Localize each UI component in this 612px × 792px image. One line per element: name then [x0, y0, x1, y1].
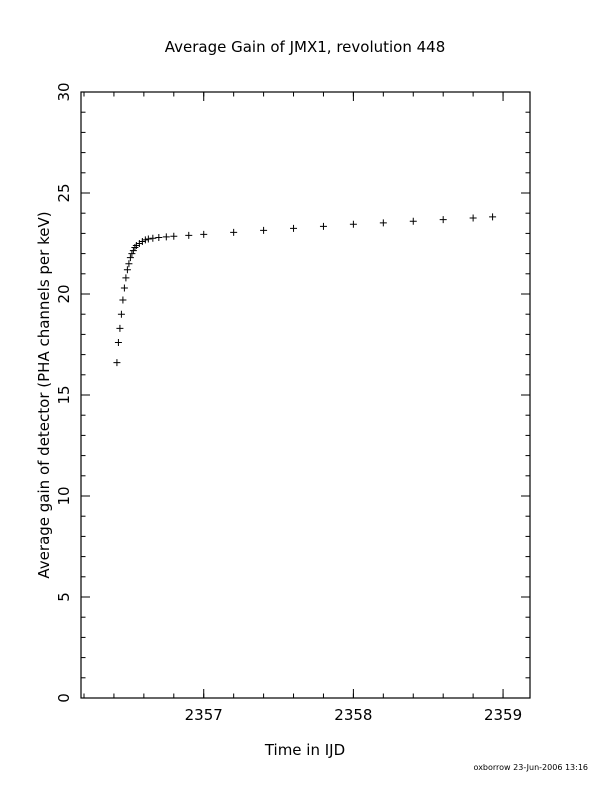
data-point [123, 266, 131, 274]
data-point [170, 232, 178, 240]
y-tick-label: 15 [55, 385, 73, 404]
footer-stamp: oxborrow 23-Jun-2006 13:16 [474, 763, 588, 772]
y-axis-label: Average gain of detector (PHA channels p… [35, 211, 53, 578]
plot-frame [80, 91, 531, 699]
data-point [120, 284, 128, 292]
y-tick-label: 20 [55, 284, 73, 303]
data-point [125, 260, 133, 268]
data-points [113, 213, 497, 367]
data-point [409, 217, 417, 225]
data-point [162, 233, 170, 241]
x-tick-label: 2359 [484, 706, 522, 724]
y-tick-label: 30 [55, 82, 73, 101]
x-tick-label: 2357 [185, 706, 223, 724]
data-point [230, 228, 238, 236]
data-point [138, 237, 146, 245]
data-point [200, 230, 208, 238]
data-point [149, 234, 157, 242]
chart-title: Average Gain of JMX1, revolution 448 [165, 38, 446, 56]
data-point [489, 213, 497, 221]
data-point [114, 338, 122, 346]
x-tick-label: 2358 [334, 706, 372, 724]
data-point [319, 222, 327, 230]
data-point [144, 235, 152, 243]
data-point [129, 247, 137, 255]
data-point [141, 236, 149, 244]
data-point [155, 233, 163, 241]
data-point [113, 359, 121, 367]
data-point [185, 231, 193, 239]
data-point [349, 220, 357, 228]
y-tick-label: 25 [55, 183, 73, 202]
y-tick-label: 0 [55, 693, 73, 703]
x-axis-ticks: 2357 2358 2359 [83, 92, 522, 724]
data-point [116, 324, 124, 332]
x-axis-label: Time in IJD [264, 741, 345, 759]
data-point [117, 310, 125, 318]
data-point [439, 216, 447, 224]
data-point [126, 254, 134, 262]
y-axis-ticks: 0 5 10 15 20 25 30 [55, 82, 530, 703]
data-point [290, 224, 298, 232]
y-tick-label: 10 [55, 486, 73, 505]
data-point [260, 226, 268, 234]
data-point [128, 250, 136, 258]
y-tick-label: 5 [55, 592, 73, 602]
data-point [469, 214, 477, 222]
data-point [122, 274, 130, 282]
data-point [379, 219, 387, 227]
data-point [119, 296, 127, 304]
